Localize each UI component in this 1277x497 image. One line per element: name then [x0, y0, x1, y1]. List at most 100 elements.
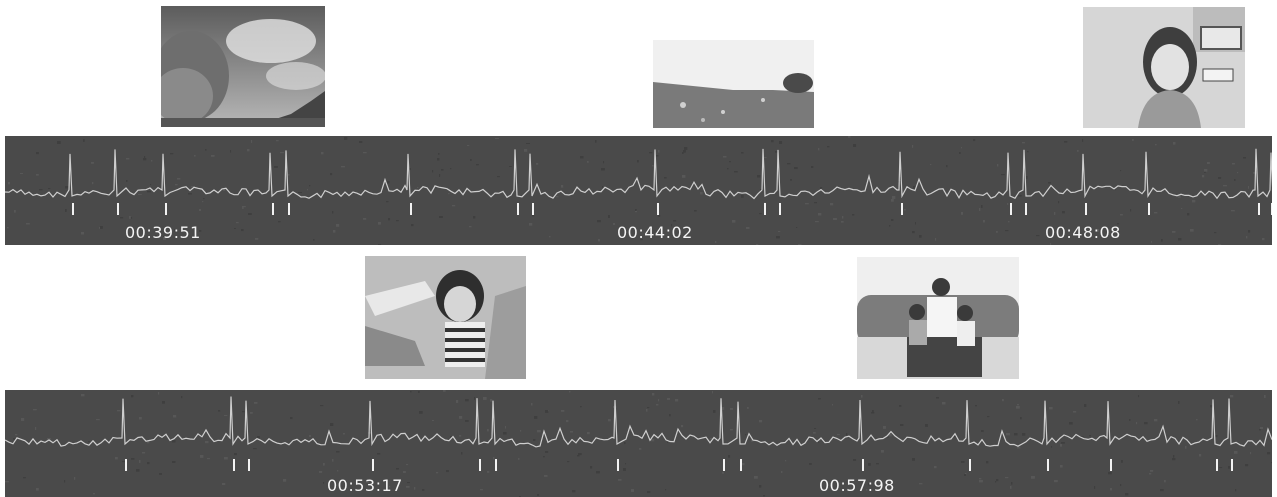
signal-strip-row1[interactable]: 00:39:51 00:44:02 00:48:08: [5, 136, 1272, 245]
event-marker[interactable]: [1216, 459, 1218, 471]
event-marker[interactable]: [764, 203, 766, 215]
noise-grain: [625, 463, 627, 465]
noise-grain: [452, 205, 456, 207]
noise-grain: [223, 189, 226, 191]
noise-grain: [742, 463, 745, 466]
noise-grain: [778, 231, 781, 233]
noise-grain: [396, 220, 399, 222]
event-marker[interactable]: [532, 203, 534, 215]
noise-grain: [493, 457, 495, 460]
noise-grain: [378, 222, 381, 225]
event-marker[interactable]: [723, 459, 725, 471]
thumbnail-child-lounge[interactable]: [365, 256, 526, 379]
event-marker[interactable]: [901, 203, 903, 215]
noise-grain: [602, 186, 604, 189]
noise-grain: [5, 481, 9, 483]
event-marker[interactable]: [72, 203, 74, 215]
noise-grain: [377, 453, 381, 455]
thumbnail-sky-tree[interactable]: [161, 6, 325, 127]
event-marker[interactable]: [779, 203, 781, 215]
noise-grain: [536, 163, 539, 165]
noise-grain: [298, 192, 302, 194]
event-marker[interactable]: [1110, 459, 1112, 471]
noise-grain: [639, 448, 642, 450]
noise-grain: [205, 149, 207, 151]
event-marker[interactable]: [117, 203, 119, 215]
noise-grain: [1161, 239, 1163, 242]
noise-grain: [35, 427, 37, 430]
thumbnail-smiling-girl[interactable]: [1083, 7, 1245, 128]
noise-grain: [730, 429, 733, 431]
event-marker[interactable]: [1025, 203, 1027, 215]
noise-grain: [545, 410, 549, 413]
noise-grain: [570, 431, 574, 433]
event-marker[interactable]: [1231, 459, 1233, 471]
noise-grain: [1094, 486, 1096, 489]
noise-grain: [1036, 235, 1040, 237]
signal-strip-row2[interactable]: 00:53:17 00:57:98: [5, 390, 1272, 497]
noise-grain: [432, 420, 434, 422]
event-marker[interactable]: [372, 459, 374, 471]
event-marker[interactable]: [1148, 203, 1150, 215]
event-marker[interactable]: [495, 459, 497, 471]
event-marker[interactable]: [1258, 203, 1260, 215]
noise-grain: [1150, 470, 1154, 472]
noise-grain: [1106, 229, 1108, 231]
noise-grain: [1228, 466, 1231, 469]
thumbnail-meadow[interactable]: [653, 40, 814, 128]
event-marker[interactable]: [969, 459, 971, 471]
noise-grain: [763, 495, 766, 497]
noise-grain: [529, 223, 533, 226]
thumbnail-family-sofa[interactable]: [857, 257, 1019, 379]
noise-grain: [669, 414, 671, 417]
noise-grain: [820, 187, 823, 189]
noise-grain: [751, 439, 754, 442]
event-marker[interactable]: [1047, 459, 1049, 471]
event-marker[interactable]: [248, 459, 250, 471]
noise-grain: [590, 466, 593, 469]
noise-grain: [842, 216, 844, 219]
noise-grain: [487, 429, 489, 432]
event-marker[interactable]: [288, 203, 290, 215]
event-marker[interactable]: [410, 203, 412, 215]
noise-grain: [954, 436, 957, 438]
noise-grain: [247, 149, 250, 152]
noise-grain: [36, 488, 39, 491]
event-marker[interactable]: [1271, 203, 1272, 215]
noise-grain: [876, 463, 879, 465]
noise-grain: [459, 416, 463, 419]
event-marker[interactable]: [740, 459, 742, 471]
noise-grain: [307, 189, 309, 191]
noise-grain: [881, 450, 884, 453]
noise-grain: [996, 231, 998, 233]
signal-trace: [5, 148, 1272, 200]
noise-grain: [480, 489, 483, 491]
noise-grain: [1221, 191, 1225, 193]
noise-grain: [1017, 404, 1019, 406]
noise-grain: [656, 404, 659, 406]
noise-grain: [754, 476, 758, 479]
event-marker[interactable]: [862, 459, 864, 471]
event-marker[interactable]: [233, 459, 235, 471]
noise-grain: [813, 432, 816, 434]
noise-grain: [288, 174, 290, 176]
noise-grain: [1178, 238, 1182, 241]
event-marker[interactable]: [657, 203, 659, 215]
event-marker[interactable]: [165, 203, 167, 215]
event-marker[interactable]: [479, 459, 481, 471]
event-marker[interactable]: [1085, 203, 1087, 215]
noise-grain: [162, 401, 166, 404]
noise-grain: [1181, 208, 1183, 210]
event-marker[interactable]: [1010, 203, 1012, 215]
noise-grain: [1130, 209, 1132, 212]
event-marker[interactable]: [617, 459, 619, 471]
event-marker[interactable]: [125, 459, 127, 471]
noise-grain: [1069, 422, 1073, 425]
noise-grain: [203, 198, 205, 200]
noise-grain: [418, 391, 420, 393]
noise-grain: [805, 203, 809, 205]
noise-grain: [91, 162, 94, 164]
noise-grain: [912, 145, 914, 148]
event-marker[interactable]: [517, 203, 519, 215]
event-marker[interactable]: [272, 203, 274, 215]
